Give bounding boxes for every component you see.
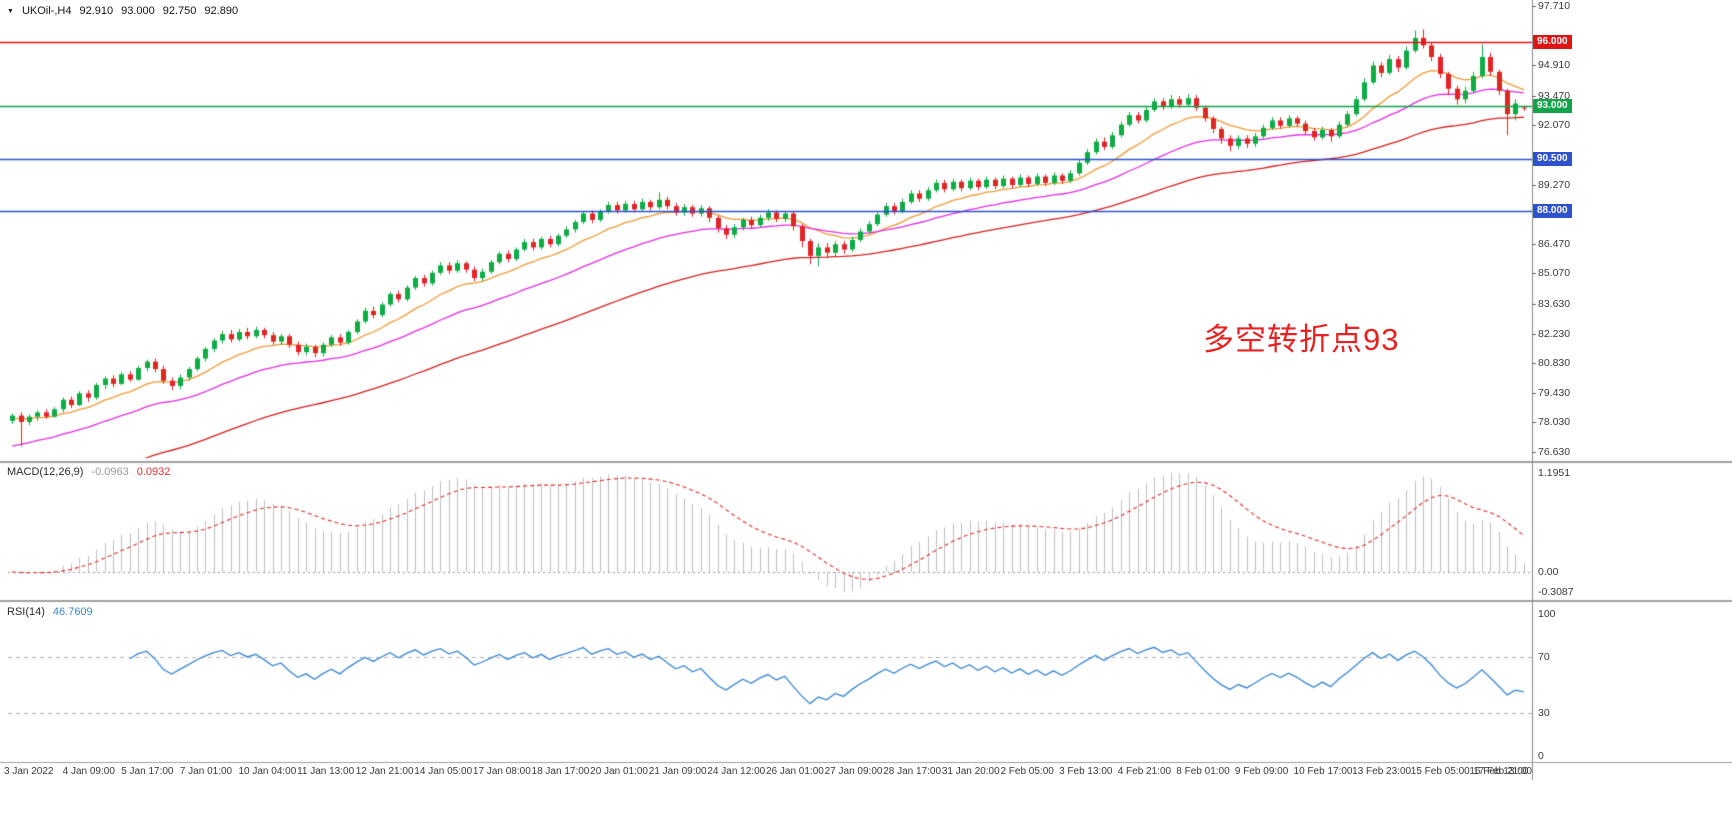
y-axis-label: 85.070 [1538,267,1571,280]
y-axis-label: 86.470 [1538,237,1571,250]
rsi-axis-label: 0 [1538,750,1544,762]
time-axis-label: 4 Feb 21:00 [1117,766,1172,777]
y-axis-label: 89.270 [1538,178,1571,191]
time-axis-label: 11 Jan 13:00 [297,766,355,777]
time-axis-label: 14 Jan 05:00 [414,766,473,777]
time-axis-label: 5 Jan 17:00 [121,766,174,777]
price-high: 93.000 [121,5,155,17]
chart-annotation-text[interactable]: 多空转折点93 [1203,322,1400,357]
time-axis-label: 9 Feb 09:00 [1234,766,1289,777]
time-axis-label: 2 Feb 05:00 [1000,766,1054,777]
rsi-name: RSI(14) [7,606,45,618]
y-axis-label: 94.910 [1538,59,1571,72]
y-axis-label: 82.230 [1538,327,1571,340]
macd-axis-zero: 0.00 [1538,566,1559,578]
y-axis-label: 92.070 [1538,119,1571,132]
time-axis-label: 17 Jan 08:00 [472,766,531,777]
time-axis-label: 13 Feb 23:00 [1352,766,1412,777]
time-axis-label: 28 Jan 17:00 [883,766,942,777]
y-axis-label: 78.030 [1538,416,1571,429]
macd-axis-max: 1.1951 [1538,467,1571,479]
time-axis-label: 4 Jan 09:00 [62,766,115,777]
price-level-badge: 88.000 [1533,204,1572,219]
time-axis-label: 20 Jan 01:00 [590,766,648,777]
time-axis-label: 21 Jan 09:00 [648,766,707,777]
time-axis-label: 10 Feb 17:00 [1293,766,1353,777]
time-axis-label: 26 Jan 01:00 [766,766,824,777]
time-axis-label: 15 Feb 05:00 [1410,766,1470,777]
rsi-axis-label: 100 [1538,608,1556,620]
price-close: 92.890 [204,5,239,17]
macd-indicator-label: MACD(12,26,9) -0.0963 0.0932 [7,466,170,478]
time-axis-label: 24 Jan 12:00 [707,766,766,777]
macd-signal-value: 0.0932 [136,466,171,478]
price-level-badge: 90.500 [1533,151,1572,166]
time-axis-label: 17 Feb 21:00 [1473,766,1532,777]
y-axis-label: 79.430 [1538,386,1571,399]
symbol-info: ▼ UKOil-,H4 92.910 93.000 92.750 92.890 [7,5,238,17]
price-low: 92.750 [162,5,197,17]
time-axis-label: 18 Jan 17:00 [531,766,590,777]
rsi-value: 46.7609 [52,606,93,618]
price-level-badge: 93.000 [1533,98,1572,113]
macd-axis-min: -0.3087 [1538,586,1574,598]
price-open: 92.910 [79,5,114,17]
time-axis-label: 16 Feb 13:00 [1469,766,1529,777]
time-axis-label: 3 Jan 2022 [4,766,54,777]
time-axis-label: 7 Jan 01:00 [179,766,233,777]
symbol-title: UKOil-,H4 [21,5,72,17]
y-axis-label: 83.630 [1538,297,1571,310]
macd-name: MACD(12,26,9) [7,466,84,478]
time-axis-label: 31 Jan 20:00 [941,766,1000,777]
macd-value: -0.0963 [91,466,129,478]
rsi-indicator-label: RSI(14) 46.7609 [7,606,93,618]
y-axis-label: 97.710 [1538,0,1571,12]
time-axis-label: 10 Jan 04:00 [238,766,297,777]
symbol-marker-icon: ▼ [7,7,14,15]
time-axis-label: 3 Feb 13:00 [1059,766,1113,777]
y-axis-label: 80.830 [1538,357,1571,370]
time-axis-label: 27 Jan 09:00 [824,766,883,777]
price-level-badge: 96.000 [1533,35,1572,50]
y-axis-label: 76.630 [1538,446,1571,458]
rsi-axis-label: 30 [1538,707,1550,720]
time-axis-label: 8 Feb 01:00 [1176,766,1230,777]
time-axis-label: 12 Jan 21:00 [355,766,414,777]
rsi-axis-label: 70 [1538,650,1550,663]
